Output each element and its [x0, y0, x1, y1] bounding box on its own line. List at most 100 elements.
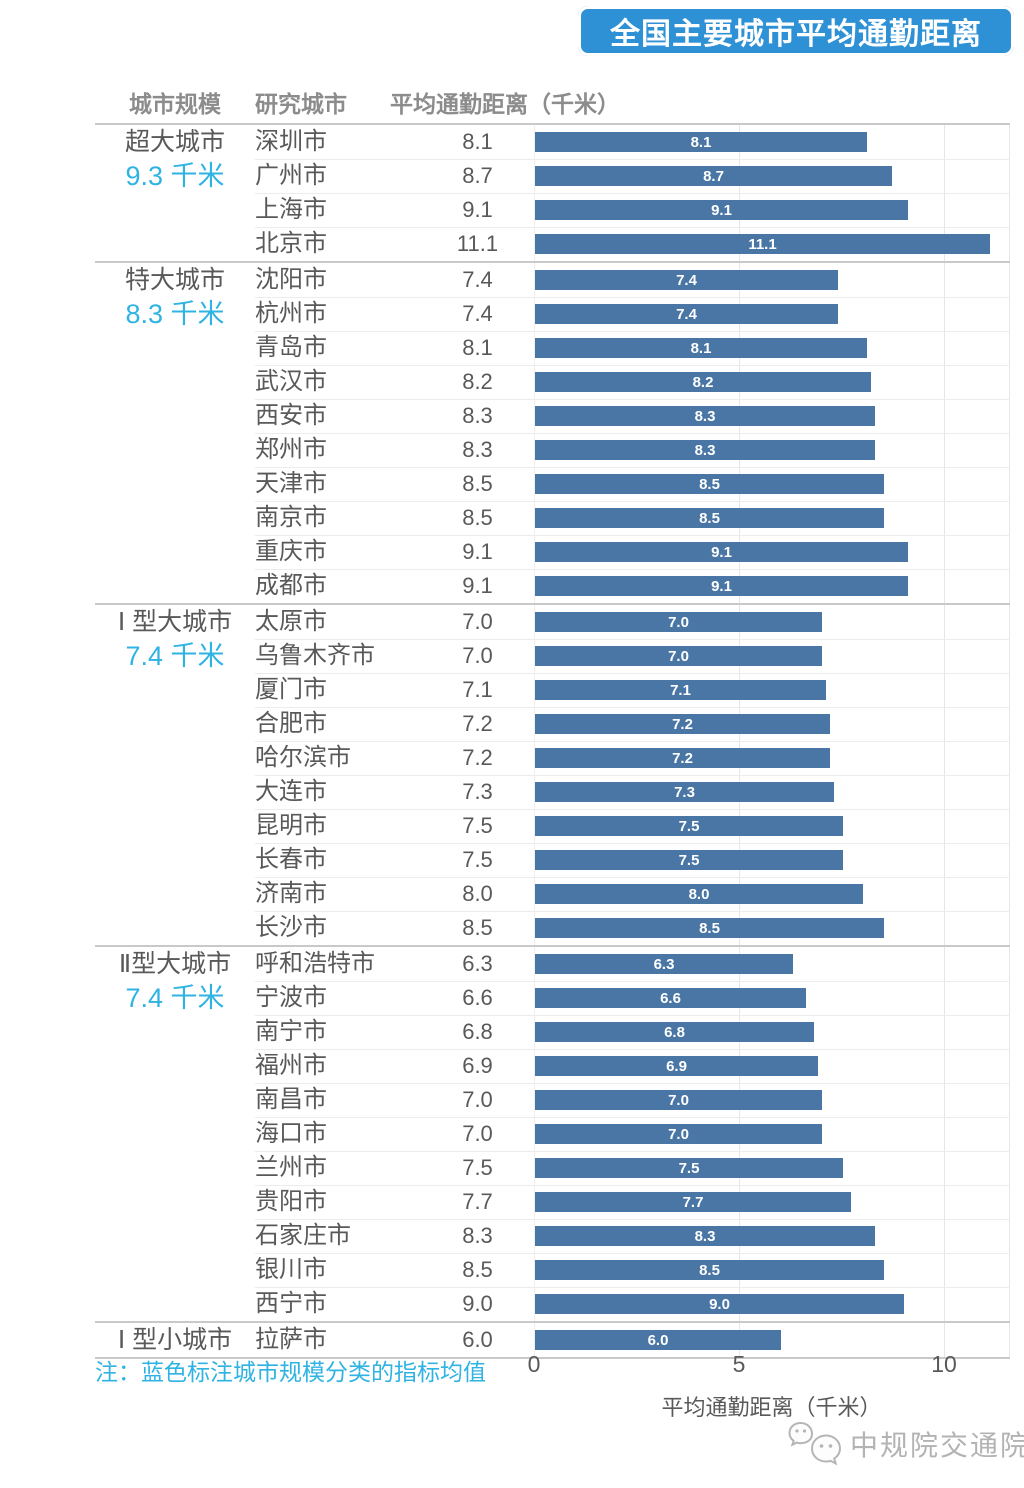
table-row: 昆明市 7.5 7.5	[95, 809, 1010, 844]
group-column-spacer	[95, 775, 255, 809]
group-label: 特大城市 8.3 千米	[95, 263, 255, 331]
table-row: 大连市 7.3 7.3	[95, 775, 1010, 810]
group-label: 超大城市 9.3 千米	[95, 125, 255, 193]
city-value: 8.5	[462, 505, 493, 530]
city-name: 杭州市	[255, 300, 327, 327]
city-value: 8.1	[462, 129, 493, 154]
table-row: 银川市 8.5 8.5	[95, 1253, 1010, 1288]
bar-value-label: 8.5	[699, 509, 720, 527]
group-mean-value: 7.4 千米	[125, 641, 225, 671]
bar: 7.4	[535, 304, 838, 324]
group-column-spacer	[95, 843, 255, 877]
x-axis-tick-5: 5	[732, 1351, 746, 1377]
watermark: 中规院交通院	[788, 1420, 1024, 1468]
table-header-row: 城市规模 研究城市 平均通勤距离（千米）	[95, 86, 1010, 123]
city-value: 8.3	[462, 1223, 493, 1248]
group-mean-value: 9.3 千米	[125, 161, 225, 191]
bar-cell: 7.3	[535, 775, 1010, 809]
bar-value-label: 9.1	[711, 543, 732, 561]
group-name: Ⅰ 型大城市	[117, 608, 233, 636]
bar: 7.7	[535, 1192, 851, 1212]
city-value: 7.5	[462, 813, 493, 838]
bar: 8.5	[535, 508, 884, 528]
city-value: 7.0	[462, 609, 493, 634]
bar-cell: 9.1	[535, 569, 1010, 603]
group-column-spacer	[95, 501, 255, 535]
bar-cell: 8.3	[535, 433, 1010, 467]
city-value: 7.5	[462, 1155, 493, 1180]
bar-cell: 8.1	[535, 125, 1010, 159]
x-axis-tick-0: 0	[527, 1351, 541, 1377]
city-name: 宁波市	[255, 984, 327, 1011]
city-name: 北京市	[255, 230, 327, 257]
bar-value-label: 8.3	[694, 407, 716, 425]
bar-value-label: 8.1	[690, 339, 712, 357]
bar-cell: 7.0	[535, 605, 1010, 639]
city-name: 兰州市	[255, 1154, 327, 1181]
table-row: 哈尔滨市 7.2 7.2	[95, 741, 1010, 776]
chart-title-badge: 全国主要城市平均通勤距离	[578, 6, 1014, 56]
city-name: 昆明市	[255, 812, 327, 839]
bar: 6.8	[535, 1022, 814, 1042]
city-value: 8.5	[462, 1257, 493, 1282]
bar-cell: 8.5	[535, 501, 1010, 535]
bar-value-label: 6.3	[653, 955, 675, 973]
bar: 6.6	[535, 988, 806, 1008]
city-name: 银川市	[255, 1256, 327, 1283]
bar: 9.1	[535, 200, 908, 220]
group-label: Ⅰ 型大城市 7.4 千米	[95, 605, 255, 673]
bar-value-label: 7.3	[674, 783, 695, 801]
table-row: 西安市 8.3 8.3	[95, 399, 1010, 434]
bar-value-label: 6.6	[660, 989, 681, 1007]
bar-value-label: 7.2	[672, 715, 693, 733]
table-row: 兰州市 7.5 7.5	[95, 1151, 1010, 1186]
city-value: 8.2	[462, 369, 493, 394]
city-value: 8.3	[462, 403, 493, 428]
bar-value-label: 8.2	[692, 373, 714, 391]
city-value: 7.7	[462, 1189, 493, 1214]
group-column-spacer	[95, 1151, 255, 1185]
bar: 8.2	[535, 372, 871, 392]
city-value: 6.9	[462, 1053, 493, 1078]
bar-cell: 8.5	[535, 1253, 1010, 1287]
group-block: Ⅰ 型大城市 7.4 千米 太原市 7.0 7.0 乌鲁木齐市 7.0 7.0 厦门市 7.1 7.…	[95, 603, 1010, 945]
group-column-spacer	[95, 707, 255, 741]
group-column-spacer	[95, 1015, 255, 1049]
bar-cell: 8.5	[535, 467, 1010, 501]
plot-right-border	[1009, 123, 1010, 1357]
x-axis-title: 平均通勤距离（千米）	[661, 1395, 882, 1420]
city-name: 沈阳市	[255, 266, 327, 293]
city-value: 8.0	[462, 881, 493, 906]
table-row: 深圳市 8.1 8.1	[95, 125, 1010, 160]
bar-value-label: 8.5	[699, 919, 720, 937]
bar: 8.3	[535, 1226, 875, 1246]
bar-cell: 9.1	[535, 193, 1010, 227]
bar-cell: 6.0	[535, 1323, 1010, 1357]
city-value: 7.0	[462, 643, 493, 668]
bar-value-label: 6.8	[664, 1023, 685, 1041]
city-name: 石家庄市	[255, 1222, 351, 1249]
city-value: 8.3	[462, 437, 493, 462]
group-label: Ⅱ型大城市 7.4 千米	[95, 947, 255, 1015]
bar-value-label: 9.1	[711, 201, 732, 219]
bar: 11.1	[535, 234, 990, 254]
table-row: 太原市 7.0 7.0	[95, 605, 1010, 640]
city-name: 天津市	[255, 470, 327, 497]
bar-value-label: 8.3	[694, 1227, 716, 1245]
bar-cell: 7.2	[535, 741, 1010, 775]
bar: 7.2	[535, 714, 830, 734]
table-row: 北京市 11.1 11.1	[95, 227, 1010, 261]
city-name: 武汉市	[255, 368, 327, 395]
table-row: 合肥市 7.2 7.2	[95, 707, 1010, 742]
bar: 8.1	[535, 338, 867, 358]
bar-cell: 7.7	[535, 1185, 1010, 1219]
table-row: 长沙市 8.5 8.5	[95, 911, 1010, 945]
bar-value-label: 8.5	[699, 475, 720, 493]
table-row: 南京市 8.5 8.5	[95, 501, 1010, 536]
city-name: 太原市	[255, 608, 327, 635]
city-name: 长沙市	[255, 914, 327, 941]
group-column-spacer	[95, 911, 255, 945]
gridline-10	[944, 123, 945, 1357]
table-row: 重庆市 9.1 9.1	[95, 535, 1010, 570]
table-row: 济南市 8.0 8.0	[95, 877, 1010, 912]
